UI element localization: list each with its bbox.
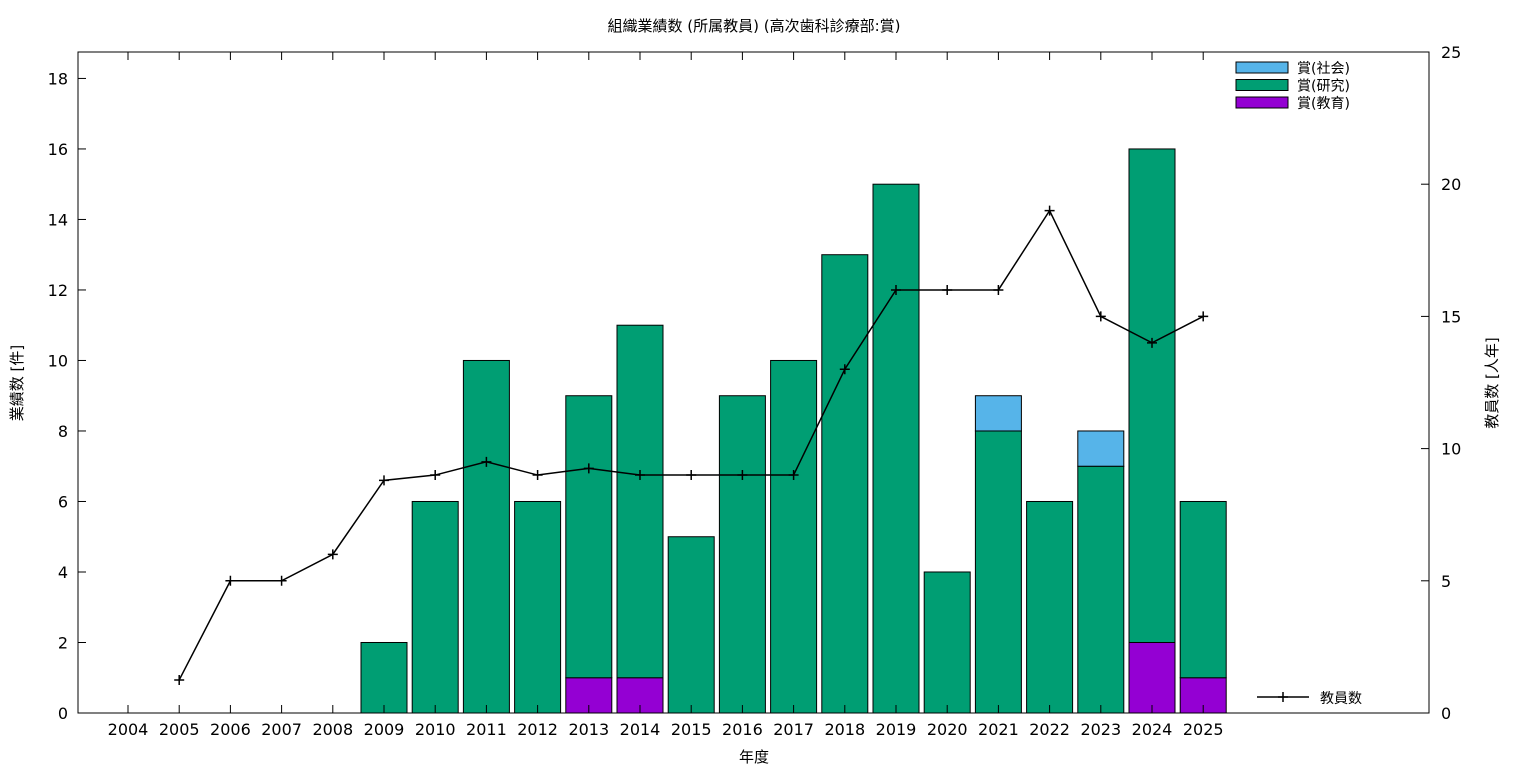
y2-tick-label: 5 <box>1441 572 1451 591</box>
plot-frame <box>77 51 1430 714</box>
x-tick-label: 2010 <box>415 720 456 739</box>
line-point <box>891 284 901 295</box>
x-tick-label: 2012 <box>517 720 558 739</box>
bar-segment <box>974 430 1022 714</box>
line-point <box>1147 337 1157 348</box>
y2-axis-label: 教員数 [人年] <box>1483 337 1501 428</box>
line-point <box>993 284 1004 295</box>
bar-segment <box>1077 430 1125 467</box>
line-point <box>583 463 594 474</box>
x-tick-label: 2024 <box>1132 720 1173 739</box>
bar-segment <box>872 183 920 714</box>
bar-segment <box>1026 500 1074 714</box>
y2-tick-label: 25 <box>1441 43 1461 62</box>
bars-group <box>360 148 1227 714</box>
x-tick-label: 2011 <box>466 720 507 739</box>
y-tick-label: 0 <box>58 704 68 723</box>
x-tick-label: 2009 <box>364 720 405 739</box>
x-tick-label: 2022 <box>1029 720 1070 739</box>
bar-segment <box>974 395 1022 432</box>
bar-segment <box>667 536 715 714</box>
x-axis-label: 年度 <box>739 748 769 766</box>
line-point <box>225 575 236 586</box>
line-group <box>174 205 1209 685</box>
y-tick-label: 18 <box>48 69 68 88</box>
line-point <box>1044 205 1055 216</box>
line-point <box>276 575 287 586</box>
legend-line-label: 教員数 <box>1320 691 1362 707</box>
line-point <box>379 475 389 486</box>
x-tick-label: 2004 <box>108 720 149 739</box>
x-tick-label: 2020 <box>927 720 968 739</box>
y2-tick-label: 0 <box>1441 704 1451 723</box>
legend-swatch <box>1235 61 1289 74</box>
x-tick-label: 2025 <box>1183 720 1224 739</box>
x-tick-label: 2013 <box>568 720 609 739</box>
y-tick-label: 4 <box>58 563 68 582</box>
y2-tick-label: 10 <box>1441 440 1461 459</box>
y-tick-label: 12 <box>48 281 68 300</box>
bar-segment <box>718 395 766 714</box>
x-tick-label: 2008 <box>312 720 353 739</box>
legend-label: 賞(社会) <box>1297 61 1350 77</box>
bar-segment <box>462 359 510 714</box>
bar-segment <box>514 500 562 714</box>
legend-swatch <box>1235 96 1289 109</box>
x-tick-label: 2007 <box>261 720 302 739</box>
line-point <box>1198 311 1209 322</box>
y-tick-label: 10 <box>48 351 68 370</box>
line-point <box>686 470 697 481</box>
line-point <box>635 470 645 481</box>
x-tick-label: 2023 <box>1080 720 1121 739</box>
chart-title: 組織業績数 (所属教員) (高次歯科診療部:賞) <box>608 17 901 35</box>
line-point <box>1095 311 1106 322</box>
bar-segment <box>1128 641 1176 714</box>
x-tick-label: 2005 <box>159 720 200 739</box>
x-tick-label: 2015 <box>671 720 712 739</box>
bar-segment <box>821 254 869 714</box>
y-tick-label: 6 <box>58 492 68 511</box>
legend-swatch <box>1235 79 1289 91</box>
bar-segment <box>616 324 664 679</box>
line-point <box>430 470 441 481</box>
line-point <box>327 549 338 560</box>
x-tick-label: 2019 <box>876 720 917 739</box>
y-tick-label: 14 <box>48 210 68 229</box>
bar-segment <box>360 641 408 714</box>
x-tick-label: 2014 <box>620 720 661 739</box>
x-tick-label: 2017 <box>773 720 814 739</box>
x-tick-label: 2016 <box>722 720 763 739</box>
line-point <box>942 284 953 295</box>
line-point <box>481 456 492 467</box>
line-point <box>532 470 543 481</box>
line-point <box>737 470 748 481</box>
y2-tick-label: 15 <box>1441 307 1461 326</box>
bar-segment <box>1128 148 1176 643</box>
x-tick-label: 2006 <box>210 720 251 739</box>
legend-label: 賞(教育) <box>1297 96 1350 112</box>
line-point <box>788 470 799 481</box>
y-axis-label: 業績数 [件] <box>8 345 26 421</box>
bar-segment <box>1077 465 1125 714</box>
y-tick-label: 2 <box>58 633 68 652</box>
legend: 賞(社会) 賞(研究)賞(教育) 教員数 <box>1235 61 1362 707</box>
bar-segment <box>411 500 459 714</box>
y-tick-label: 16 <box>48 140 68 159</box>
legend-line-marker <box>1278 692 1288 702</box>
legend-label: 賞(研究) <box>1297 79 1350 95</box>
line-point <box>839 364 850 375</box>
x-tick-label: 2018 <box>824 720 865 739</box>
bar-segment <box>770 359 818 714</box>
y-tick-label: 8 <box>58 422 68 441</box>
bar-segment <box>923 571 971 714</box>
line-point <box>174 674 185 685</box>
x-tick-label: 2021 <box>978 720 1019 739</box>
y2-tick-label: 20 <box>1441 175 1461 194</box>
bar-segment <box>565 395 613 679</box>
bar-segment <box>1179 500 1227 679</box>
